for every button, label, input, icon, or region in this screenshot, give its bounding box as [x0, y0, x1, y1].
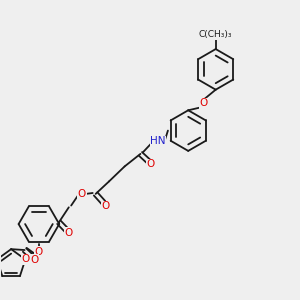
Text: C(CH₃)₃: C(CH₃)₃ — [199, 30, 232, 39]
Text: O: O — [78, 189, 86, 199]
Text: O: O — [147, 159, 155, 169]
Text: O: O — [30, 255, 38, 265]
Text: O: O — [65, 228, 73, 238]
Text: O: O — [101, 201, 109, 211]
Text: O: O — [200, 98, 208, 108]
Text: HN: HN — [150, 136, 166, 146]
Text: O: O — [35, 247, 43, 257]
Text: O: O — [21, 254, 29, 265]
